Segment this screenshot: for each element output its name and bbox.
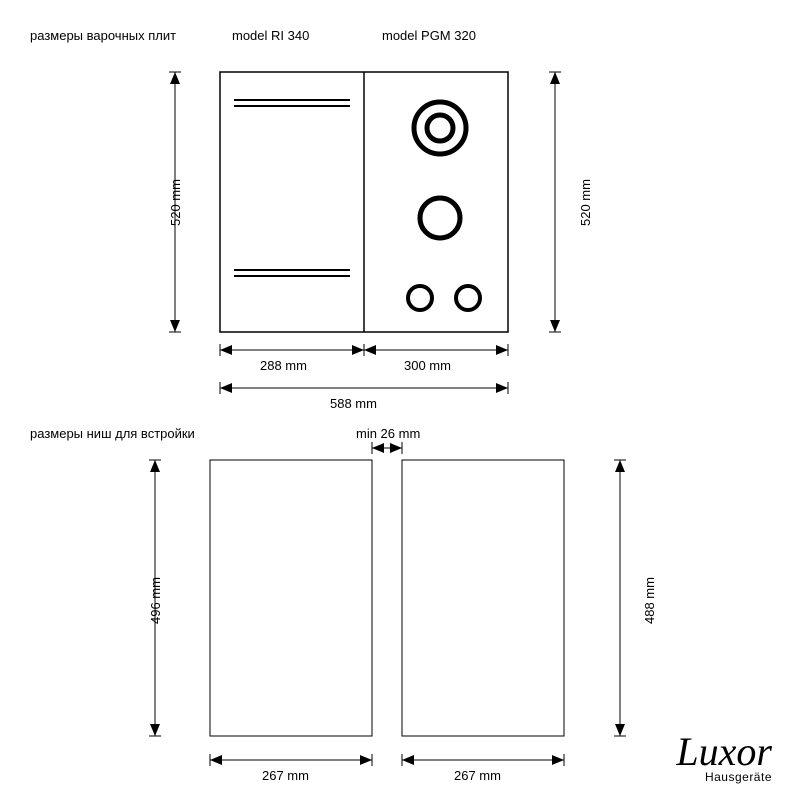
- dim-width-267-right: 267 mm: [454, 768, 501, 783]
- dim-height-right-top: 520 mm: [578, 179, 593, 226]
- dim-width-588: 588 mm: [330, 396, 377, 411]
- dim-height-left-top: 520 mm: [168, 179, 183, 226]
- brand-name: Luxor: [676, 732, 772, 772]
- dim-gap-min: min 26 mm: [356, 426, 420, 441]
- dim-width-267-left: 267 mm: [262, 768, 309, 783]
- dim-height-right-bot: 488 mm: [642, 577, 657, 624]
- title-niches: размеры ниш для встройки: [30, 426, 195, 441]
- dim-width-300: 300 mm: [404, 358, 451, 373]
- title-cooktops: размеры варочных плит: [30, 28, 176, 43]
- technical-drawing: [0, 0, 800, 800]
- label-model-left: model RI 340: [232, 28, 309, 43]
- dim-width-288: 288 mm: [260, 358, 307, 373]
- brand-block: Luxor Hausgeräte: [676, 732, 772, 784]
- dim-height-left-bot: 496 mm: [148, 577, 163, 624]
- label-model-right: model PGM 320: [382, 28, 476, 43]
